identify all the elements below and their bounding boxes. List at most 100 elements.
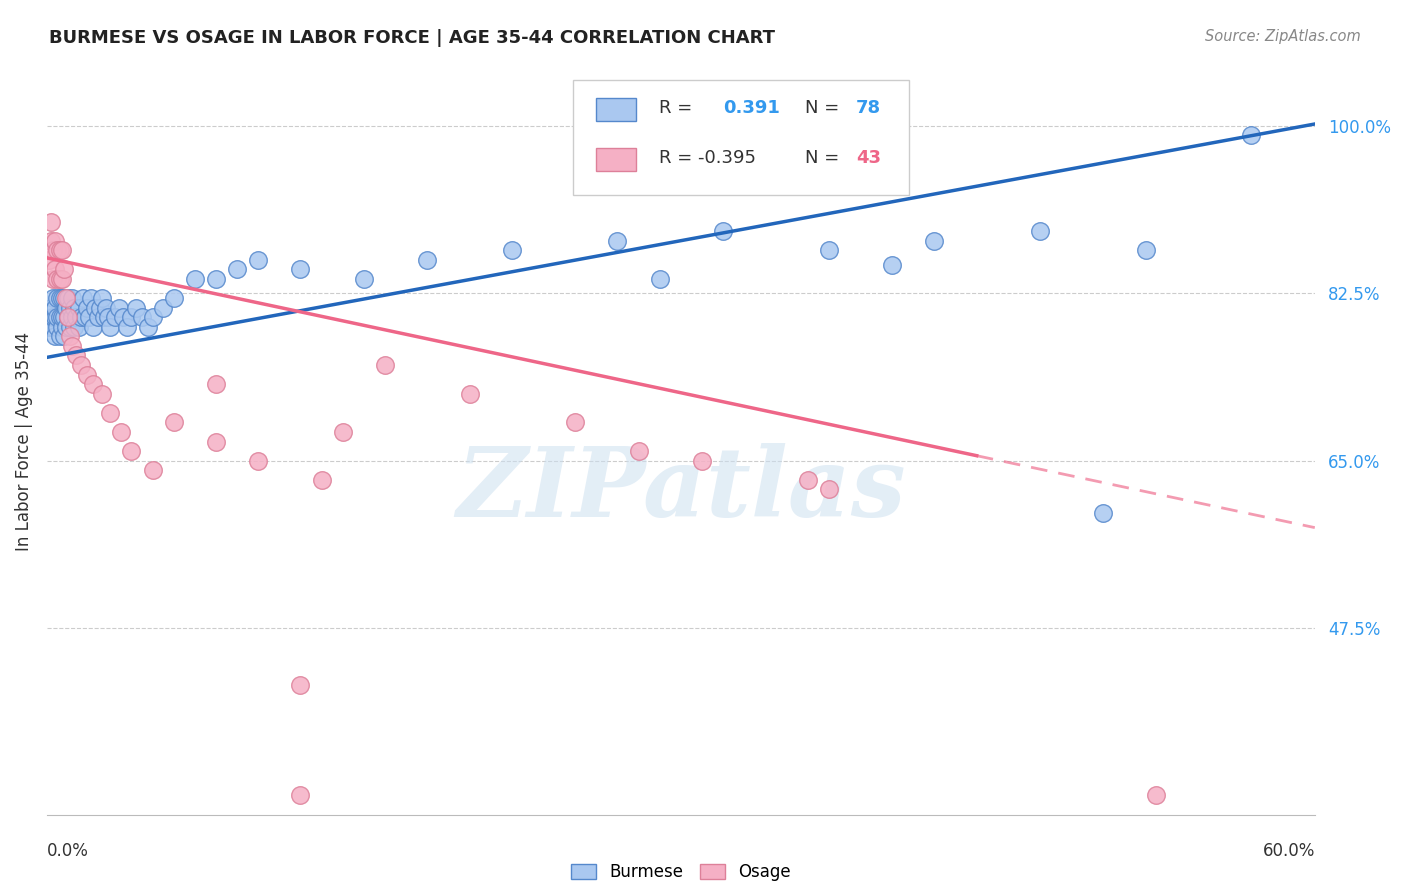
Point: [76, 301, 98, 315]
Point: [353, 272, 375, 286]
Point: [882, 258, 904, 272]
Point: [1135, 244, 1157, 258]
Point: [184, 272, 207, 286]
Point: [90, 291, 112, 305]
Point: [59, 329, 82, 343]
Point: [52, 262, 75, 277]
Point: [690, 453, 713, 467]
Point: [46, 310, 69, 325]
Text: 78: 78: [856, 99, 882, 117]
Point: [55, 319, 77, 334]
Point: [76, 368, 98, 382]
Point: [374, 358, 396, 372]
Point: [141, 310, 163, 325]
Text: R =: R =: [659, 99, 693, 117]
Text: BURMESE VS OSAGE IN LABOR FORCE | AGE 35-44 CORRELATION CHART: BURMESE VS OSAGE IN LABOR FORCE | AGE 35…: [49, 29, 775, 47]
Point: [817, 244, 839, 258]
Point: [42, 291, 65, 305]
Point: [77, 310, 100, 325]
Point: [46, 291, 69, 305]
Text: 0.391: 0.391: [723, 99, 779, 117]
Point: [111, 310, 134, 325]
Text: N =: N =: [806, 149, 839, 167]
Point: [163, 291, 186, 305]
Point: [290, 262, 312, 277]
Point: [42, 319, 65, 334]
Point: [290, 789, 312, 803]
Point: [46, 244, 69, 258]
Point: [711, 224, 734, 238]
Text: Source: ZipAtlas.com: Source: ZipAtlas.com: [1205, 29, 1361, 45]
Point: [98, 319, 121, 334]
Point: [107, 301, 129, 315]
Point: [60, 291, 83, 305]
Point: [69, 310, 91, 325]
Point: [131, 310, 153, 325]
Point: [90, 386, 112, 401]
Point: [103, 310, 125, 325]
Point: [89, 301, 111, 315]
Point: [48, 272, 70, 286]
Point: [163, 416, 186, 430]
Point: [124, 301, 146, 315]
Point: [458, 386, 481, 401]
Point: [65, 348, 87, 362]
Y-axis label: In Labor Force | Age 35-44: In Labor Force | Age 35-44: [15, 332, 32, 551]
Point: [39, 234, 62, 248]
FancyBboxPatch shape: [596, 97, 637, 121]
Point: [606, 234, 628, 248]
Point: [311, 473, 333, 487]
Point: [97, 310, 120, 325]
Point: [65, 310, 87, 325]
Point: [84, 301, 107, 315]
Point: [39, 301, 62, 315]
Point: [648, 272, 671, 286]
Point: [56, 310, 79, 325]
Point: [56, 310, 79, 325]
Point: [80, 291, 103, 305]
Point: [94, 301, 117, 315]
Point: [120, 310, 142, 325]
Point: [52, 329, 75, 343]
FancyBboxPatch shape: [574, 79, 910, 195]
Point: [51, 272, 73, 286]
Point: [67, 319, 90, 334]
Point: [51, 291, 73, 305]
Point: [1144, 789, 1167, 803]
Point: [48, 291, 70, 305]
Point: [59, 301, 82, 315]
Point: [38, 252, 60, 267]
Point: [290, 678, 312, 692]
Text: 0.0%: 0.0%: [46, 841, 89, 860]
Point: [56, 291, 79, 305]
Point: [332, 425, 354, 439]
Text: N =: N =: [806, 99, 839, 117]
Point: [416, 252, 439, 267]
Point: [564, 416, 586, 430]
Point: [55, 291, 77, 305]
Point: [38, 319, 60, 334]
Point: [55, 301, 77, 315]
Point: [42, 272, 65, 286]
Point: [796, 473, 818, 487]
Point: [52, 291, 75, 305]
Point: [82, 377, 104, 392]
Point: [817, 483, 839, 497]
Point: [52, 310, 75, 325]
Point: [42, 310, 65, 325]
Point: [44, 310, 66, 325]
Point: [48, 244, 70, 258]
Point: [51, 319, 73, 334]
Text: R = -0.395: R = -0.395: [659, 149, 756, 167]
Point: [924, 234, 946, 248]
Point: [44, 301, 66, 315]
Point: [247, 252, 270, 267]
Point: [60, 310, 83, 325]
Point: [46, 319, 69, 334]
Point: [39, 214, 62, 228]
Point: [39, 310, 62, 325]
Point: [1240, 128, 1263, 143]
Point: [63, 301, 86, 315]
Point: [152, 301, 174, 315]
Point: [72, 291, 94, 305]
